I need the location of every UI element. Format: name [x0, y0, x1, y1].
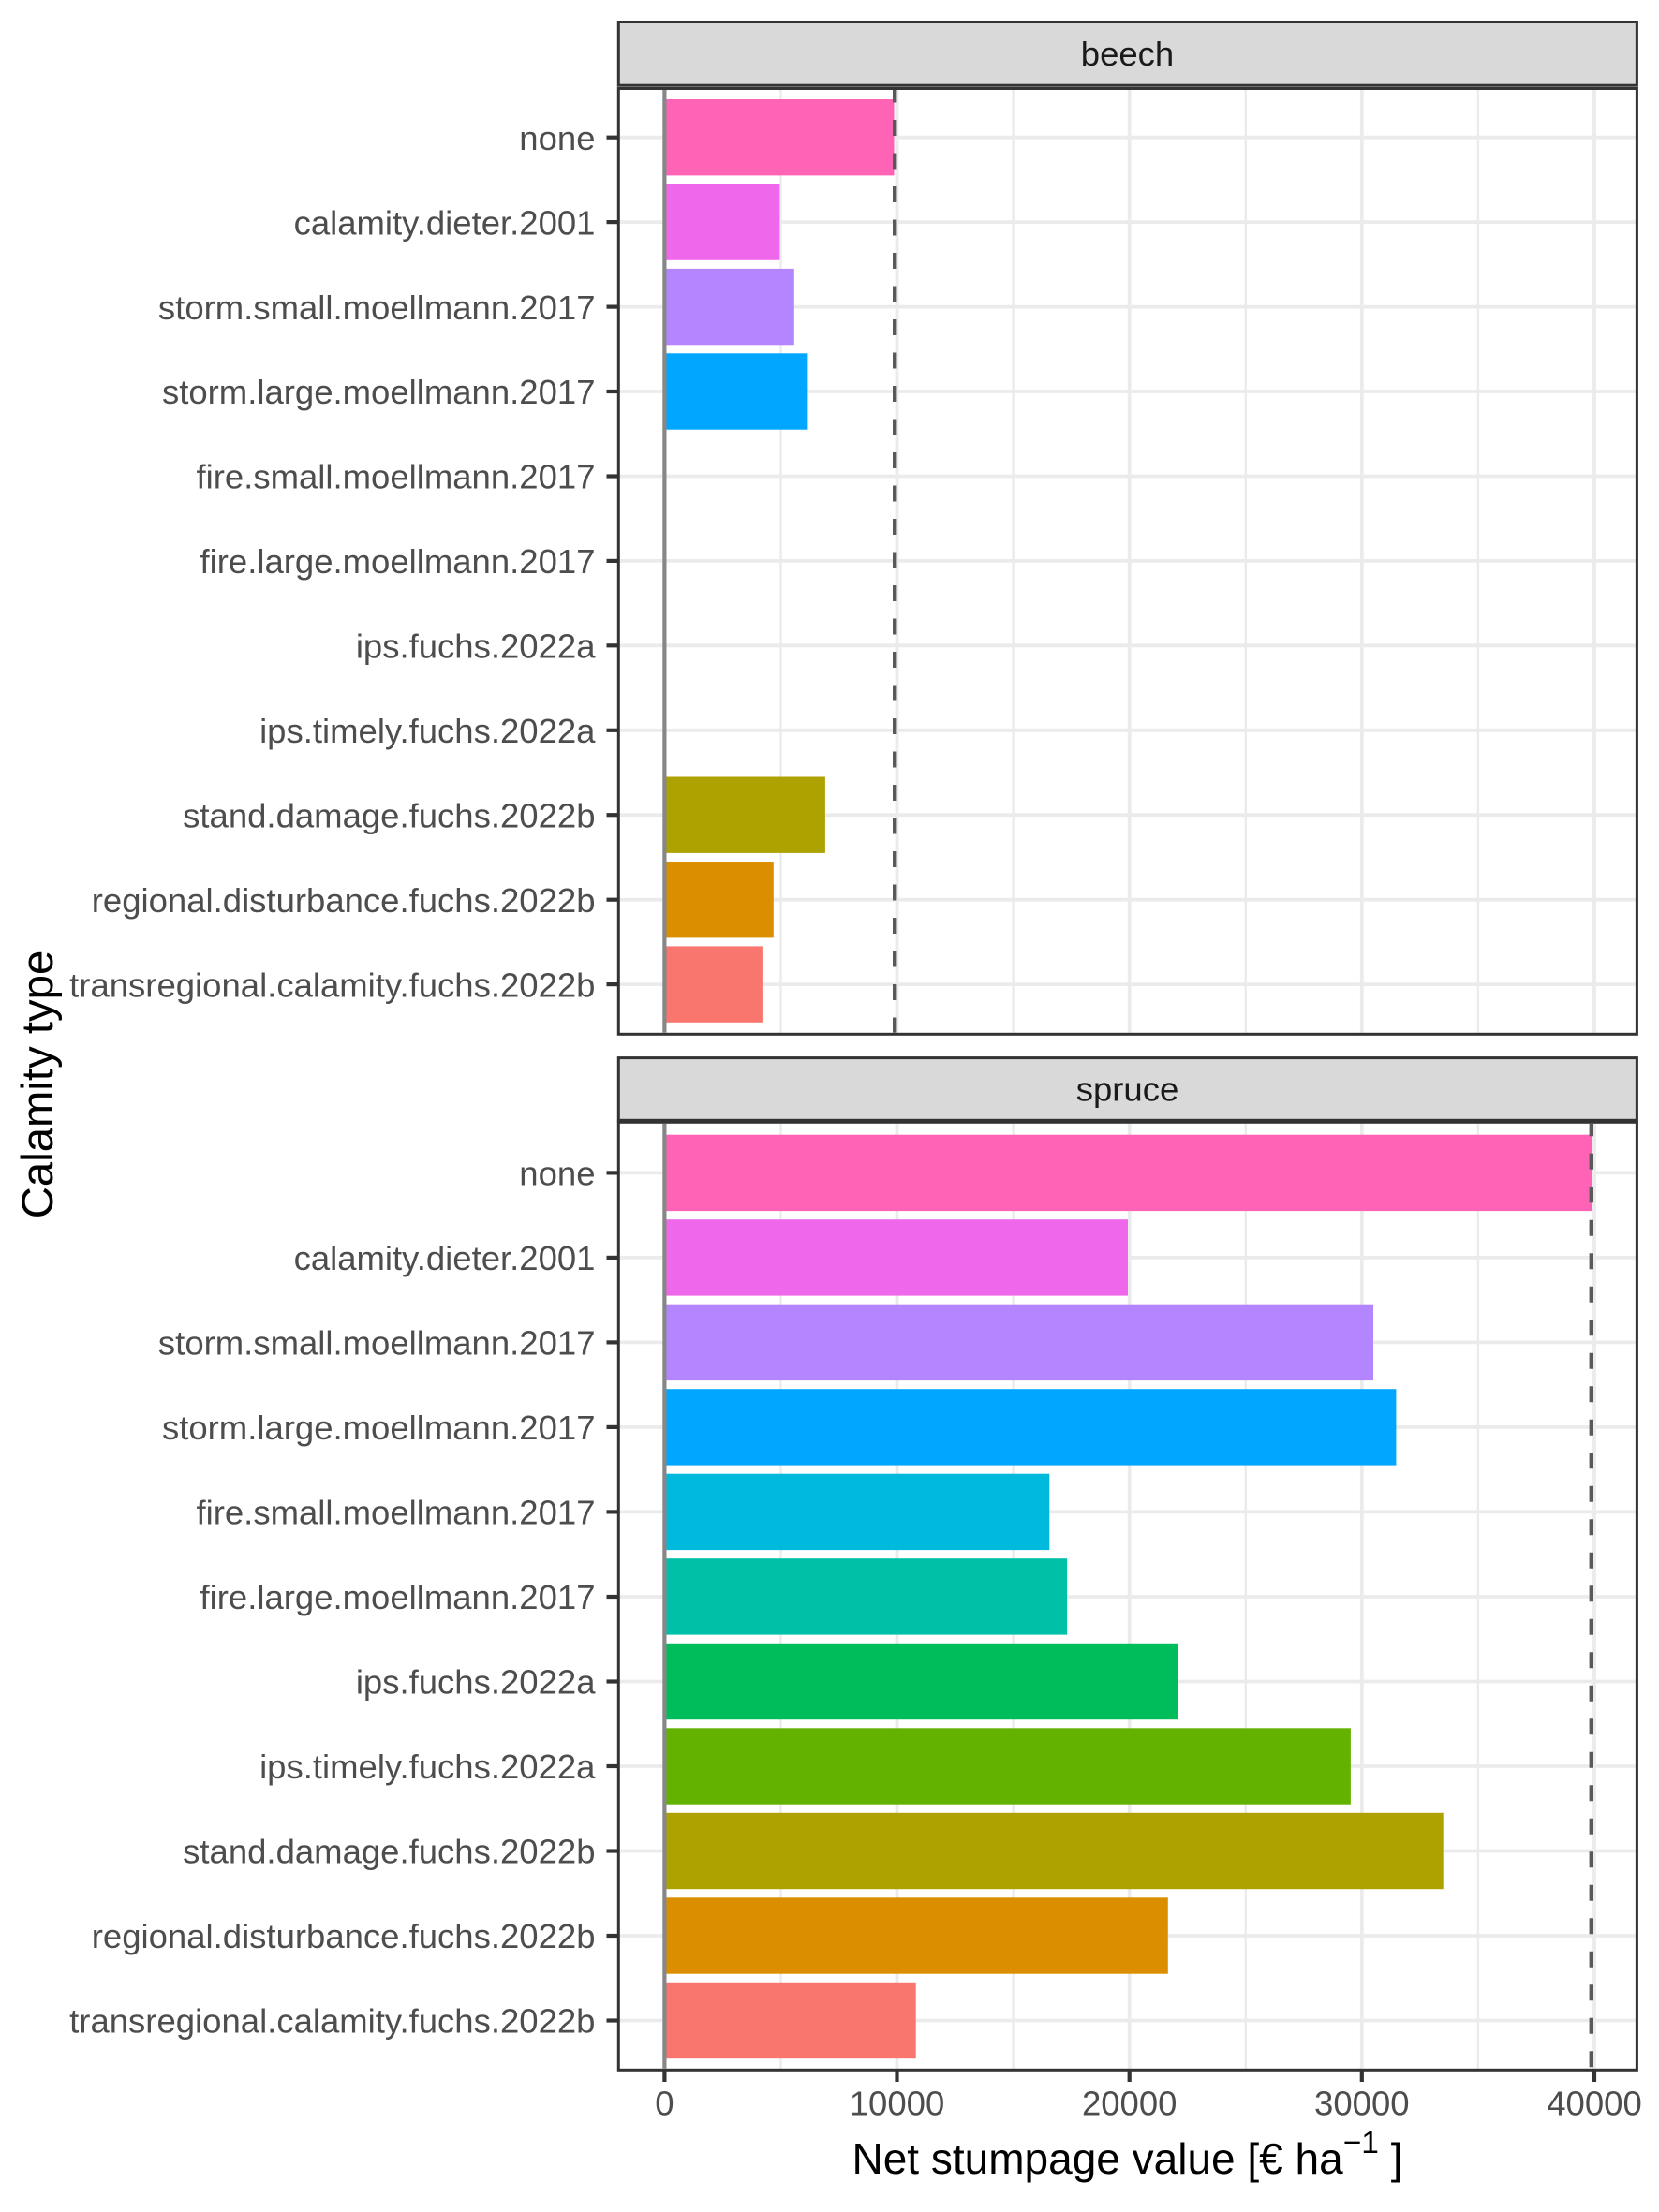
- svg-text:storm.large.moellmann.2017: storm.large.moellmann.2017: [162, 373, 596, 411]
- svg-text:10000: 10000: [850, 2085, 945, 2123]
- svg-text:fire.small.moellmann.2017: fire.small.moellmann.2017: [196, 1494, 595, 1532]
- svg-text:Net stumpage value [€ ha−1 ]: Net stumpage value [€ ha−1 ]: [852, 2126, 1403, 2183]
- svg-text:spruce: spruce: [1076, 1070, 1179, 1109]
- svg-text:regional.disturbance.fuchs.202: regional.disturbance.fuchs.2022b: [92, 1917, 596, 1955]
- svg-text:40000: 40000: [1547, 2085, 1642, 2123]
- svg-text:stand.damage.fuchs.2022b: stand.damage.fuchs.2022b: [183, 796, 595, 834]
- svg-text:30000: 30000: [1314, 2085, 1410, 2123]
- svg-text:transregional.calamity.fuchs.2: transregional.calamity.fuchs.2022b: [69, 2002, 595, 2041]
- svg-text:ips.fuchs.2022a: ips.fuchs.2022a: [356, 627, 596, 666]
- svg-text:transregional.calamity.fuchs.2: transregional.calamity.fuchs.2022b: [69, 966, 595, 1004]
- svg-text:20000: 20000: [1082, 2085, 1178, 2123]
- svg-text:storm.large.moellmann.2017: storm.large.moellmann.2017: [162, 1408, 596, 1447]
- svg-text:storm.small.moellmann.2017: storm.small.moellmann.2017: [158, 1324, 596, 1363]
- svg-text:none: none: [519, 119, 595, 157]
- svg-text:Calamity type: Calamity type: [13, 951, 63, 1219]
- svg-text:storm.small.moellmann.2017: storm.small.moellmann.2017: [158, 288, 596, 327]
- svg-text:fire.large.moellmann.2017: fire.large.moellmann.2017: [200, 542, 595, 581]
- svg-text:none: none: [519, 1155, 595, 1193]
- svg-text:fire.small.moellmann.2017: fire.small.moellmann.2017: [196, 458, 595, 496]
- svg-text:beech: beech: [1081, 35, 1174, 73]
- svg-text:calamity.dieter.2001: calamity.dieter.2001: [294, 203, 596, 242]
- svg-text:0: 0: [655, 2085, 674, 2123]
- svg-text:regional.disturbance.fuchs.202: regional.disturbance.fuchs.2022b: [92, 881, 596, 920]
- svg-text:ips.timely.fuchs.2022a: ips.timely.fuchs.2022a: [259, 1747, 596, 1786]
- svg-text:ips.fuchs.2022a: ips.fuchs.2022a: [356, 1663, 596, 1702]
- svg-text:fire.large.moellmann.2017: fire.large.moellmann.2017: [200, 1578, 595, 1616]
- svg-text:ips.timely.fuchs.2022a: ips.timely.fuchs.2022a: [259, 712, 596, 750]
- svg-text:calamity.dieter.2001: calamity.dieter.2001: [294, 1239, 596, 1277]
- svg-text:stand.damage.fuchs.2022b: stand.damage.fuchs.2022b: [183, 1833, 595, 1871]
